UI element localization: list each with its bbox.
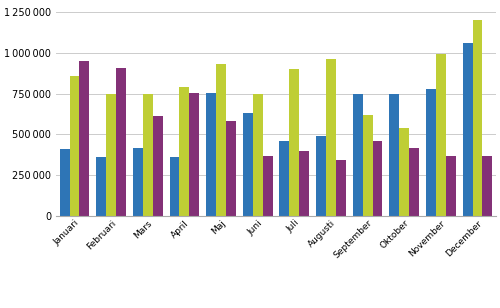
Bar (216, 64, 226, 216)
Bar (106, 94, 116, 216)
Bar (300, 151, 309, 216)
Bar (206, 93, 216, 216)
Bar (353, 94, 362, 216)
Bar (472, 20, 482, 216)
Bar (436, 54, 446, 216)
Bar (280, 141, 289, 216)
Bar (362, 115, 372, 216)
Bar (390, 95, 400, 216)
Bar (80, 61, 90, 216)
Bar (96, 157, 106, 216)
Bar (60, 149, 70, 216)
Bar (152, 116, 162, 216)
Bar (326, 59, 336, 216)
Bar (170, 157, 179, 216)
Bar (190, 93, 199, 216)
Bar (116, 67, 126, 216)
Bar (372, 141, 382, 216)
Bar (262, 156, 272, 216)
Bar (290, 69, 300, 216)
Bar (252, 95, 262, 216)
Bar (482, 156, 492, 216)
Bar (446, 156, 456, 216)
Bar (70, 76, 80, 216)
Bar (316, 136, 326, 216)
Bar (226, 121, 236, 216)
Bar (409, 148, 419, 216)
Bar (143, 95, 152, 216)
Bar (400, 128, 409, 216)
Bar (180, 87, 190, 216)
Bar (336, 160, 346, 216)
Bar (133, 148, 143, 216)
Bar (462, 43, 472, 216)
Bar (243, 113, 252, 216)
Bar (426, 89, 436, 216)
